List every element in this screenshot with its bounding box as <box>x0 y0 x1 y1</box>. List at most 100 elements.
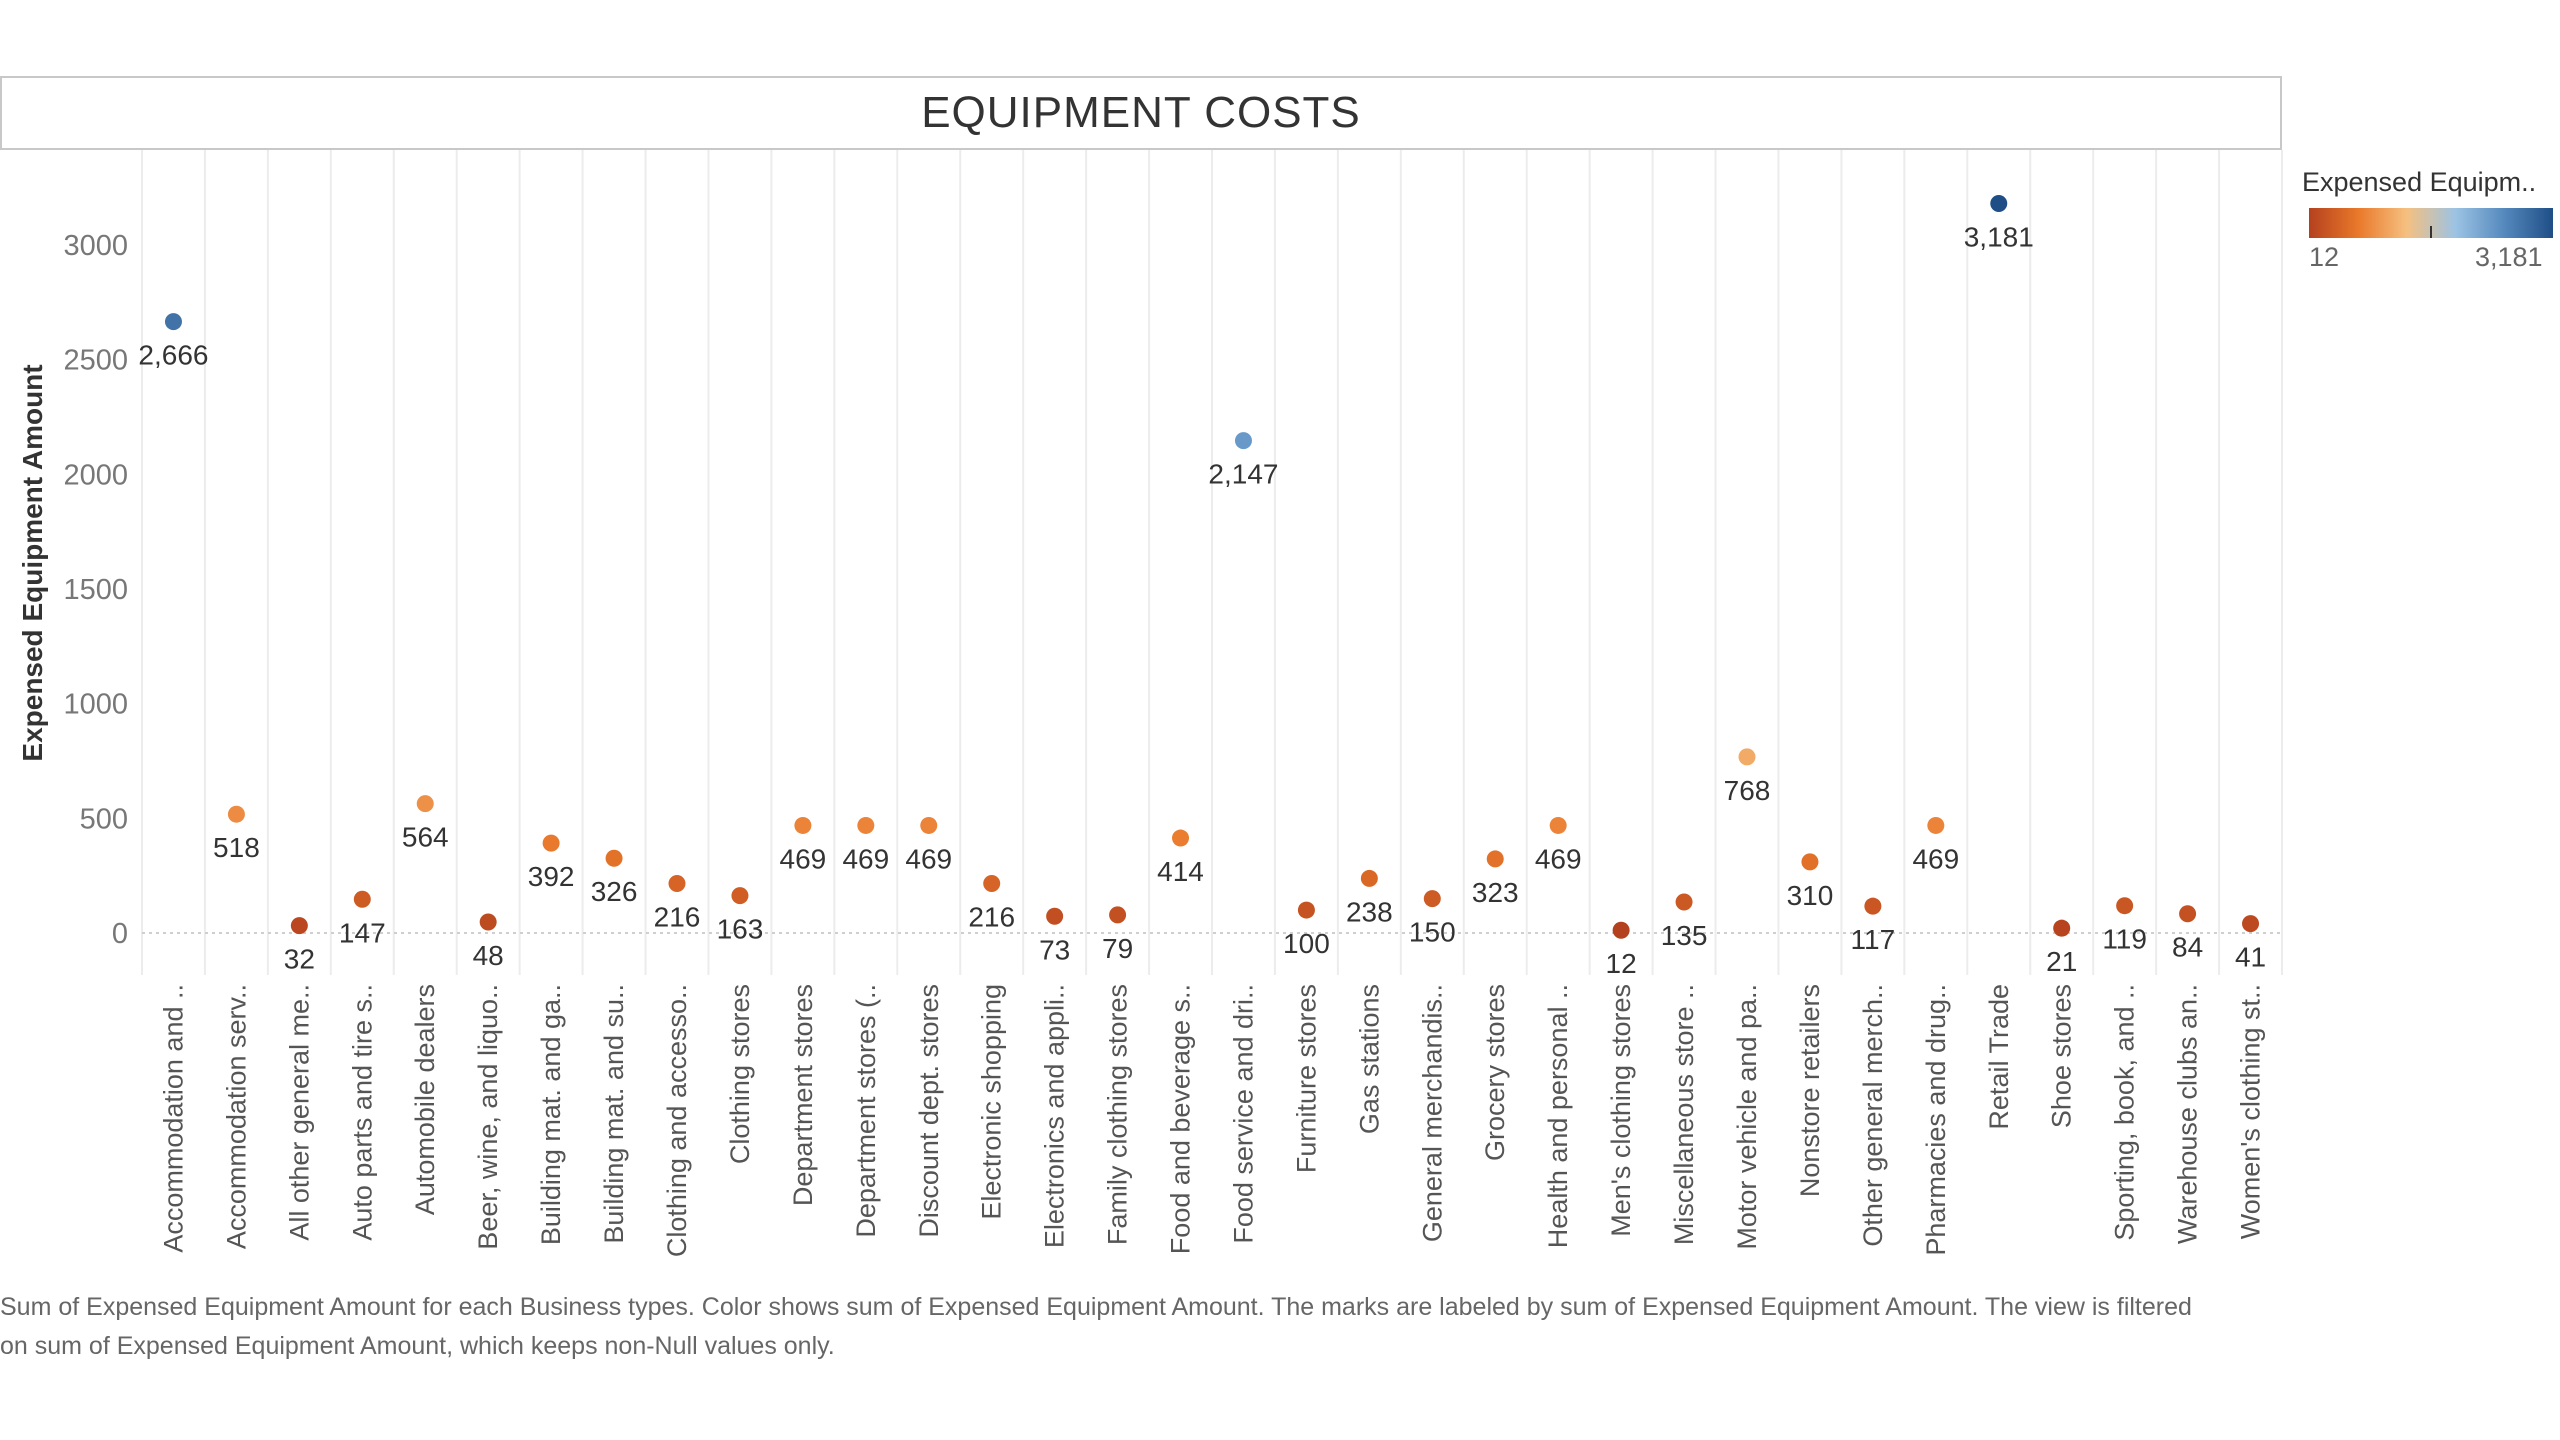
data-point <box>353 890 371 908</box>
legend-color-bar <box>2309 208 2553 238</box>
data-point <box>290 917 308 935</box>
data-point <box>668 874 686 892</box>
y-tick-label: 1500 <box>63 574 128 606</box>
x-tick-label: Furniture stores <box>1291 984 1321 1173</box>
data-label: 119 <box>2102 924 2147 955</box>
data-point <box>857 816 875 834</box>
x-tick-label: Retail Trade <box>1984 984 2014 1130</box>
data-point <box>983 874 1001 892</box>
x-tick-label: Electronic shopping <box>977 984 1007 1220</box>
data-point <box>416 795 434 813</box>
data-label: 518 <box>213 832 260 863</box>
x-tick-label: Department stores <box>788 984 818 1206</box>
data-point <box>1549 816 1567 834</box>
x-tick-label: Motor vehicle and pa.. <box>1732 984 1762 1250</box>
chart-title-box: EQUIPMENT COSTS <box>0 76 2282 150</box>
data-label: 469 <box>1535 843 1582 874</box>
data-label: 216 <box>968 901 1015 932</box>
y-axis-title: Expensed Equipment Amount <box>17 364 48 761</box>
x-tick-label: Clothing stores <box>725 984 755 1164</box>
data-point <box>731 887 749 905</box>
data-label: 2,147 <box>1208 459 1278 490</box>
data-point <box>605 849 623 867</box>
data-point <box>2179 905 2197 923</box>
data-point <box>920 816 938 834</box>
y-tick-label: 2500 <box>63 345 128 377</box>
data-point <box>1297 901 1315 919</box>
legend-min-label: 12 <box>2309 242 2340 272</box>
data-point <box>2116 897 2134 915</box>
x-tick-label: Gas stations <box>1354 984 1384 1134</box>
data-label: 414 <box>1157 856 1204 887</box>
data-label: 392 <box>528 861 575 892</box>
x-tick-label: Grocery stores <box>1480 984 1510 1161</box>
data-point <box>1801 853 1819 871</box>
data-label: 469 <box>780 843 827 874</box>
data-point <box>1109 906 1127 924</box>
x-tick-label: Auto parts and tire s.. <box>347 984 377 1241</box>
x-tick-label: Accommodation serv.. <box>221 984 251 1249</box>
data-point <box>479 913 497 931</box>
x-tick-label: Automobile dealers <box>410 984 440 1215</box>
data-point <box>1864 897 1882 915</box>
x-tick-label: Sporting, book, and .. <box>2110 984 2140 1241</box>
data-label: 564 <box>402 822 449 853</box>
data-label: 48 <box>473 940 504 971</box>
data-label: 41 <box>2235 942 2266 973</box>
x-tick-label: Women's clothing st.. <box>2236 984 2266 1239</box>
data-label: 469 <box>1912 843 1959 874</box>
data-label: 469 <box>905 843 952 874</box>
data-point <box>794 816 812 834</box>
data-label: 469 <box>842 843 889 874</box>
x-tick-label: Clothing and accesso.. <box>662 984 692 1257</box>
data-label: 147 <box>339 917 386 948</box>
legend-title: Expensed Equipm.. <box>2302 167 2537 197</box>
data-point <box>1738 748 1756 766</box>
x-tick-label: Discount dept. stores <box>914 984 944 1238</box>
x-tick-label: Accommodation and .. <box>158 984 188 1253</box>
data-point <box>2053 919 2071 937</box>
data-label: 79 <box>1102 933 1133 964</box>
data-point <box>2242 915 2260 933</box>
data-point <box>1360 869 1378 887</box>
data-label: 73 <box>1039 934 1070 965</box>
y-tick-label: 1000 <box>63 689 128 721</box>
data-point <box>1675 893 1693 911</box>
data-label: 32 <box>284 944 315 975</box>
x-tick-label: Department stores (.. <box>851 984 881 1238</box>
x-tick-label: Family clothing stores <box>1103 984 1133 1245</box>
chart-svg: 0 500 1000 1500 2000 2500 3000 Expensed Equipme… <box>17 150 2283 1257</box>
chart-caption: Sum of Expensed Equipment Amount for eac… <box>0 1293 2192 1360</box>
data-point <box>542 834 560 852</box>
data-label: 84 <box>2172 932 2203 963</box>
data-point <box>164 313 182 331</box>
data-label: 216 <box>654 901 701 932</box>
x-tick-label: Building mat. and su.. <box>599 984 629 1244</box>
data-point <box>1423 890 1441 908</box>
x-tick-label: Shoe stores <box>2047 984 2077 1128</box>
data-point <box>1612 921 1630 939</box>
x-tick-label: General merchandis.. <box>1417 984 1447 1242</box>
chart-title: EQUIPMENT COSTS <box>921 88 1361 137</box>
data-label: 238 <box>1346 896 1393 927</box>
x-tick-label: All other general me.. <box>284 984 314 1241</box>
data-point <box>1046 907 1064 925</box>
x-tick-label: Miscellaneous store .. <box>1669 984 1699 1245</box>
x-tick-label: Electronics and appli.. <box>1040 984 1070 1248</box>
data-label: 3,181 <box>1964 221 2034 252</box>
x-tick-label: Men's clothing stores <box>1606 984 1636 1237</box>
data-label: 2,666 <box>138 340 208 371</box>
y-tick-label: 3000 <box>63 230 128 262</box>
data-label: 21 <box>2046 946 2077 977</box>
data-label: 100 <box>1283 928 1330 959</box>
y-tick-label: 0 <box>112 918 128 950</box>
x-tick-label: Building mat. and ga.. <box>536 984 566 1245</box>
x-tick-label: Food service and dri.. <box>1228 984 1258 1244</box>
x-tick-label: Pharmacies and drug.. <box>1921 984 1951 1256</box>
x-tick-label: Beer, wine, and liquo.. <box>473 984 503 1250</box>
data-label: 768 <box>1724 775 1771 806</box>
legend-max-label: 3,181 <box>2475 242 2543 272</box>
data-label: 12 <box>1606 948 1637 979</box>
data-label: 163 <box>717 914 764 945</box>
data-label: 117 <box>1851 924 1896 955</box>
